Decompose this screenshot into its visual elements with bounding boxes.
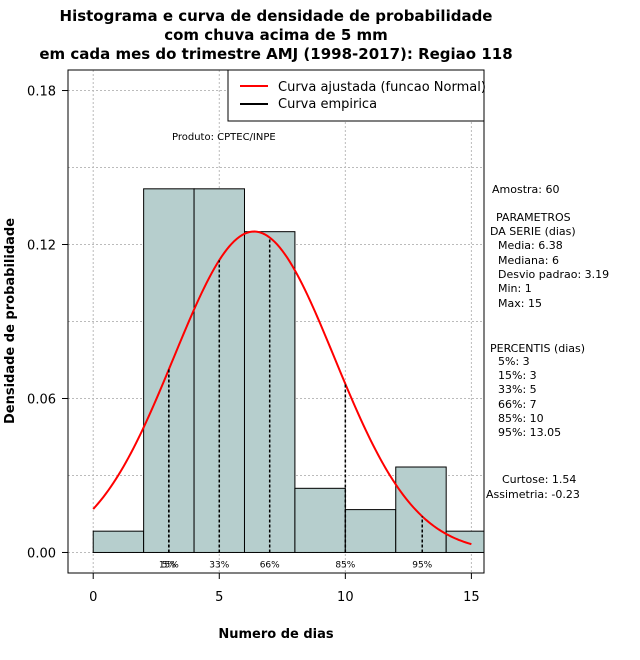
x-tick-label: 0 xyxy=(89,590,97,605)
legend-label-normal: Curva ajustada (funcao Normal) xyxy=(278,80,486,95)
percentile-5: 5%: 3 xyxy=(498,355,530,368)
param-mean: Media: 6.38 xyxy=(498,239,563,252)
product-label: Produto: CPTEC/INPE xyxy=(172,132,276,143)
kurtosis: Curtose: 1.54 xyxy=(502,473,576,486)
x-tick-label: 5 xyxy=(215,590,223,605)
y-axis-title: Densidade de probabilidade xyxy=(3,218,18,424)
chart-title-line-1: Histograma e curva de densidade de proba… xyxy=(60,7,493,25)
percentile-label: 85% xyxy=(335,560,355,570)
histogram-bars xyxy=(92,188,485,553)
percentile-85: 85%: 10 xyxy=(498,412,544,425)
percentile-label: 95% xyxy=(412,560,432,570)
histogram-bar xyxy=(395,466,447,553)
x-axis-title: Numero de dias xyxy=(218,627,334,642)
normal-curve-layer xyxy=(92,230,472,546)
histogram-bar xyxy=(344,509,397,553)
legend: Curva ajustada (funcao Normal) Curva emp… xyxy=(227,69,486,122)
percentile-95: 95%: 13.05 xyxy=(498,426,561,439)
y-tick-label: 0.18 xyxy=(27,85,56,100)
percentile-66: 66%: 7 xyxy=(498,398,537,411)
legend-box xyxy=(227,69,485,122)
legend-label-empirical: Curva empirica xyxy=(278,97,377,112)
y-tick-label: 0.06 xyxy=(27,392,56,407)
param-median: Mediana: 6 xyxy=(498,254,559,267)
param-sd: Desvio padrao: 3.19 xyxy=(498,268,609,281)
x-tick-label: 15 xyxy=(463,590,480,605)
skewness: Assimetria: -0.23 xyxy=(486,488,580,501)
percentile-lines: 5%15% 33% 66% 85% 95% xyxy=(159,237,433,570)
percentile-15: 15%: 3 xyxy=(498,369,537,382)
normal-fit-curve xyxy=(92,230,472,546)
percentile-label: 33% xyxy=(209,560,229,570)
percentile-label: 15% xyxy=(159,560,179,570)
axes: 0 5 10 15 0.00 0.06 0.12 0.18 xyxy=(27,85,480,605)
sample-size: Amostra: 60 xyxy=(492,183,559,196)
y-tick-label: 0.00 xyxy=(27,546,56,561)
y-tick-label: 0.12 xyxy=(27,239,56,254)
param-min: Min: 1 xyxy=(498,282,532,295)
percentile-33: 33%: 5 xyxy=(498,383,537,396)
chart-title-line-2: com chuva acima de 5 mm xyxy=(164,26,388,44)
histogram-bar xyxy=(92,530,145,553)
percentiles-title: PERCENTIS (dias) xyxy=(490,342,585,355)
params-title-2: DA SERIE (dias) xyxy=(490,225,576,238)
param-max: Max: 15 xyxy=(498,297,542,310)
params-title-1: PARAMETROS xyxy=(496,211,571,224)
stats-panel: Amostra: 60 PARAMETROS DA SERIE (dias) M… xyxy=(486,183,609,501)
chart-title-line-3: em cada mes do trimestre AMJ (1998-2017)… xyxy=(39,45,512,63)
percentile-label: 5% xyxy=(162,560,177,570)
x-tick-label: 10 xyxy=(337,590,354,605)
histogram-bar xyxy=(294,487,346,553)
percentile-label: 66% xyxy=(260,560,280,570)
